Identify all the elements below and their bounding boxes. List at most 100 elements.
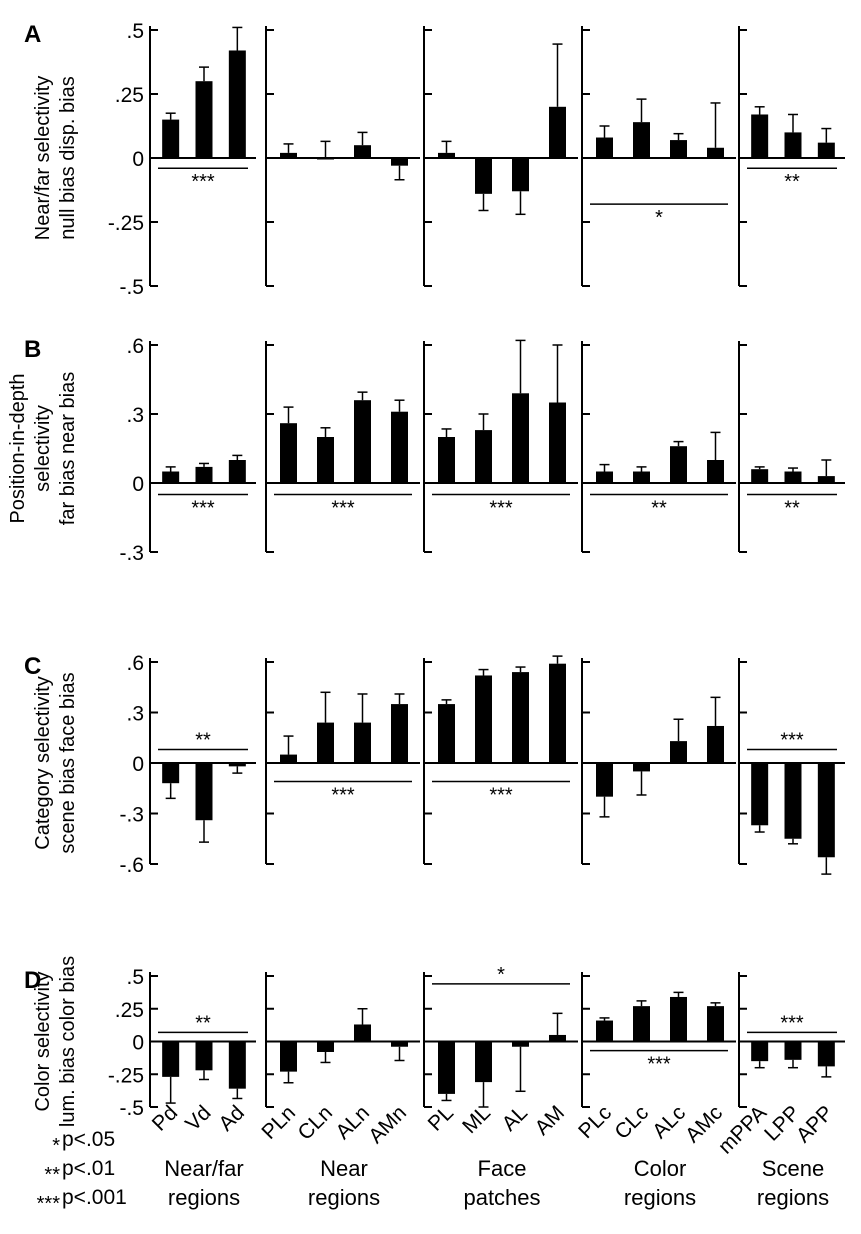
bar: [784, 132, 802, 158]
x-tick-label: AMn: [364, 1101, 411, 1148]
x-tick-label: PLc: [574, 1101, 616, 1143]
panel-letter: B: [24, 336, 41, 363]
x-axis-labels: PdVdAdNear/farregionsPLnCLnALnAMnNearreg…: [148, 1101, 838, 1210]
y-axis-label: Color selectivity: [32, 971, 54, 1111]
region-label: Face: [478, 1156, 527, 1181]
bar-group: [581, 658, 736, 865]
bar: [438, 704, 455, 763]
bar: [195, 1041, 213, 1071]
bar-group: ***: [265, 341, 420, 553]
significance-stars: ***: [331, 785, 355, 807]
y-tick-label: -.5: [119, 1097, 144, 1120]
bar: [549, 663, 566, 763]
y-tick-label: .5: [126, 966, 144, 989]
significance-stars: **: [195, 730, 211, 752]
bar: [707, 1006, 724, 1042]
region-label: Near: [320, 1156, 368, 1181]
bar: [784, 763, 802, 839]
y-tick-label: -.3: [119, 804, 144, 827]
y-tick-label: .25: [115, 999, 144, 1022]
significance-stars: ***: [489, 498, 513, 520]
bar: [475, 430, 492, 483]
bar: [280, 152, 297, 158]
bar: [549, 106, 566, 158]
bar: [228, 460, 246, 483]
y-tick-label: -.6: [119, 854, 144, 877]
bar: [549, 1034, 566, 1042]
y-tick-label: -.5: [119, 276, 144, 299]
bar-group: ***: [738, 972, 845, 1108]
significance-stars: ***: [780, 1012, 804, 1034]
region-label: regions: [308, 1185, 380, 1210]
bar-group: ***: [265, 658, 420, 865]
bar: [354, 400, 371, 483]
bar: [228, 50, 246, 159]
y-tick-label: 0: [132, 1032, 144, 1055]
bar: [391, 704, 408, 763]
y-axis-label: scene bias face bias: [57, 672, 79, 853]
bar: [707, 460, 724, 483]
bar: [280, 754, 297, 763]
bar-group: ***: [738, 658, 845, 875]
legend-text: p<.05: [62, 1128, 115, 1151]
x-tick-label: CLn: [294, 1101, 338, 1145]
bar: [784, 1041, 802, 1060]
bar: [670, 996, 687, 1042]
y-tick-label: -.25: [108, 1064, 144, 1087]
significance-stars: ***: [489, 785, 513, 807]
bar-group: **: [738, 341, 845, 553]
region-label: Scene: [762, 1156, 824, 1181]
y-tick-label: -.3: [119, 542, 144, 565]
bar: [751, 1041, 769, 1062]
bar-group: **: [738, 26, 845, 287]
legend-text: p<.001: [62, 1186, 127, 1209]
bar-group: *: [423, 964, 578, 1108]
bar: [670, 140, 687, 158]
bar: [512, 1041, 529, 1047]
bar: [707, 725, 724, 763]
bar: [633, 471, 650, 483]
bar: [475, 675, 492, 763]
bar: [633, 122, 650, 158]
bar-group: *: [581, 26, 736, 287]
y-axis-label: lum. bias color bias: [57, 956, 79, 1127]
bar: [751, 763, 769, 826]
bar: [512, 672, 529, 763]
bar-group: [265, 972, 420, 1108]
bar-group: [265, 26, 420, 287]
y-axis-label: selectivity: [32, 405, 54, 492]
bar-group: ***: [581, 972, 736, 1108]
x-tick-label: AL: [498, 1101, 532, 1135]
bar: [596, 137, 613, 158]
bar-group: .5 .25 0 -.25 -.5 **: [108, 966, 256, 1120]
bar-group: ***: [423, 339, 578, 553]
bar-group: ***: [423, 655, 578, 865]
x-tick-label: PLn: [257, 1101, 300, 1144]
bar: [438, 437, 455, 483]
bar: [707, 147, 724, 158]
significance-stars: ***: [647, 1054, 671, 1076]
bar: [817, 142, 835, 158]
bar: [280, 423, 297, 483]
significance-legend: * p<.05** p<.01*** p<.001: [37, 1128, 127, 1215]
y-axis-label: Near/far selectivity: [32, 76, 54, 241]
bar: [438, 1041, 455, 1094]
bar: [391, 411, 408, 483]
bar: [817, 476, 835, 483]
bar: [633, 1006, 650, 1042]
significance-stars: **: [651, 498, 667, 520]
bar: [512, 158, 529, 192]
bar: [354, 145, 371, 158]
bar: [512, 393, 529, 483]
bar: [391, 158, 408, 166]
panel-letter: D: [24, 967, 41, 994]
bar: [354, 722, 371, 763]
y-tick-label: 0: [132, 148, 144, 171]
bar: [391, 1041, 408, 1047]
region-label: Near/far: [164, 1156, 243, 1181]
bar: [596, 471, 613, 483]
significance-stars: *: [497, 964, 505, 986]
bar: [751, 114, 769, 158]
